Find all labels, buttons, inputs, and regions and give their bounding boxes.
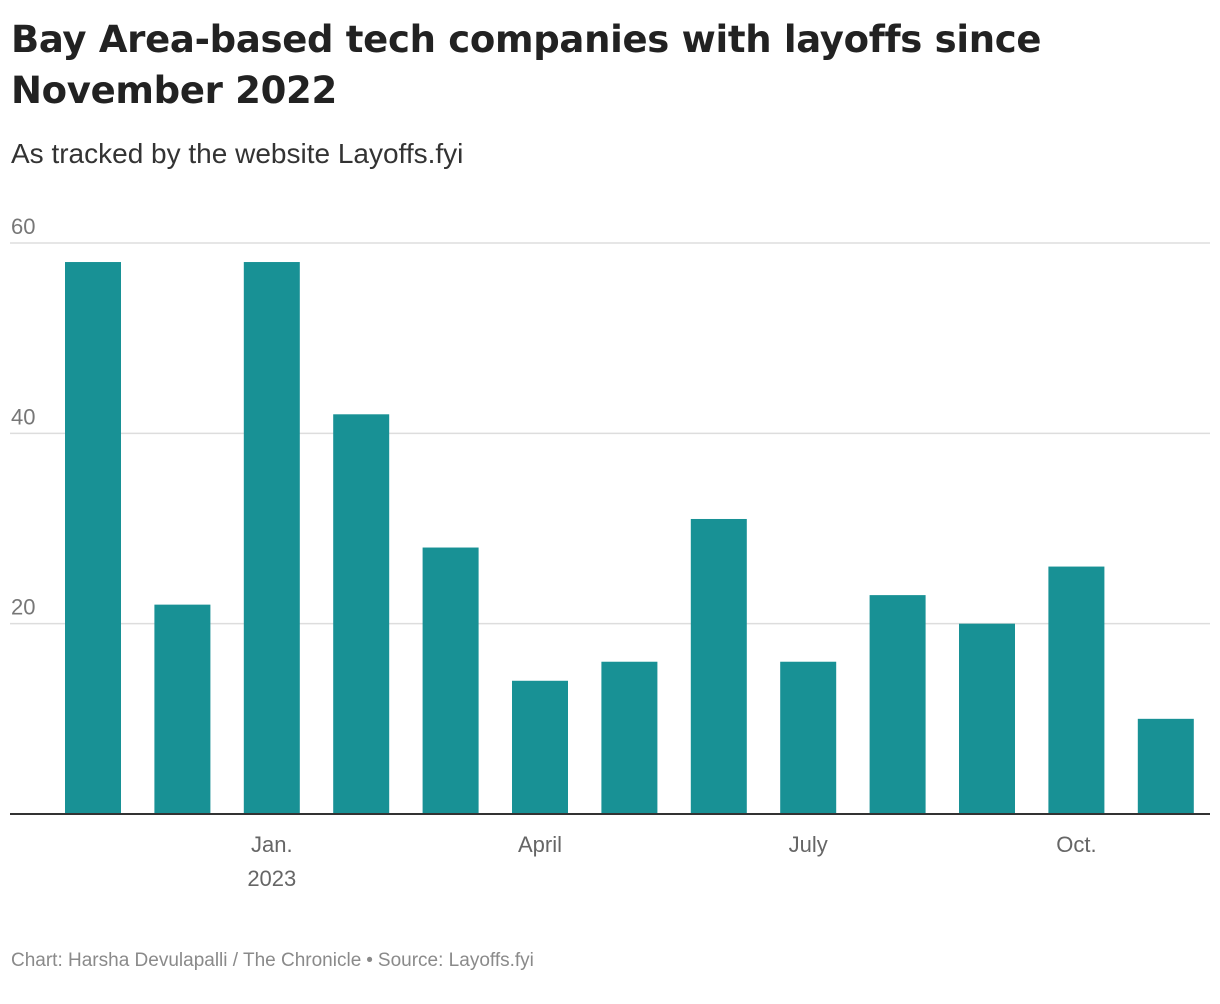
bar bbox=[1048, 566, 1105, 814]
x-tick-sublabel: 2023 bbox=[247, 866, 296, 891]
bar bbox=[512, 680, 568, 814]
bar bbox=[1137, 718, 1194, 814]
bar bbox=[780, 661, 837, 814]
bar bbox=[869, 595, 926, 814]
y-tick-label: 20 bbox=[11, 595, 35, 620]
bar bbox=[154, 604, 211, 814]
x-tick-label: April bbox=[518, 832, 562, 857]
bar bbox=[422, 547, 479, 814]
gridlines: 20 40 60 bbox=[10, 214, 1210, 625]
chart-footer: Chart: Harsha Devulapalli / The Chronicl… bbox=[11, 947, 534, 975]
y-tick-label: 60 bbox=[11, 214, 35, 239]
bar bbox=[601, 661, 658, 814]
chart-subtitle: As tracked by the website Layoffs.fyi bbox=[11, 138, 464, 169]
bar-chart: 20 40 60 Jan. 2023 April July Oct. bbox=[10, 214, 1210, 891]
chart-title: Bay Area-based tech companies with layof… bbox=[11, 18, 1042, 112]
x-tick-label: Jan. bbox=[251, 832, 293, 857]
bar bbox=[959, 623, 1015, 814]
chart-source: Source: Layoffs.fyi bbox=[377, 950, 534, 971]
chart-credit: Chart: Harsha Devulapalli / The Chronicl… bbox=[11, 950, 362, 971]
bar bbox=[690, 518, 747, 814]
x-tick-label: Oct. bbox=[1056, 832, 1096, 857]
bar bbox=[243, 262, 300, 814]
bar bbox=[333, 414, 390, 814]
bars bbox=[65, 262, 1194, 814]
y-tick-label: 40 bbox=[11, 404, 35, 429]
x-axis: Jan. 2023 April July Oct. bbox=[10, 813, 1210, 891]
bar bbox=[65, 262, 121, 814]
footer-separator: • bbox=[366, 950, 373, 971]
x-tick-label: July bbox=[789, 832, 828, 857]
